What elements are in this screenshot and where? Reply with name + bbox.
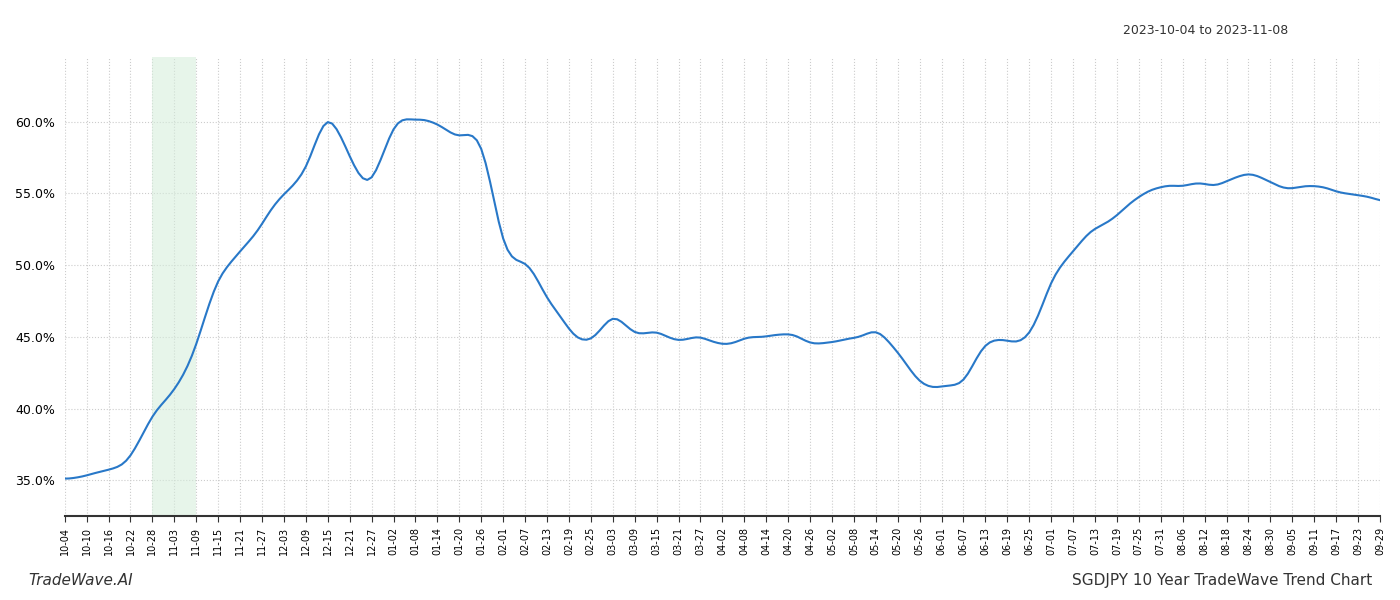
Bar xyxy=(153,57,196,516)
Text: TradeWave.AI: TradeWave.AI xyxy=(28,573,133,588)
Text: 2023-10-04 to 2023-11-08: 2023-10-04 to 2023-11-08 xyxy=(1123,24,1288,37)
Text: SGDJPY 10 Year TradeWave Trend Chart: SGDJPY 10 Year TradeWave Trend Chart xyxy=(1072,573,1372,588)
